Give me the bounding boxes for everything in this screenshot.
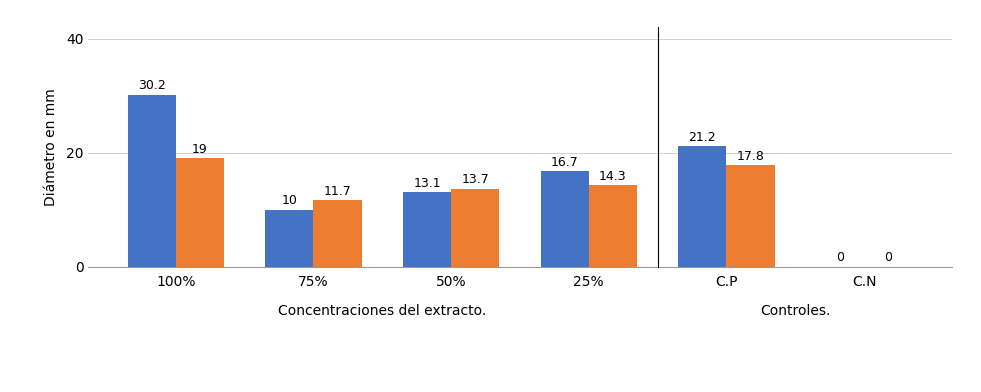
Text: 21.2: 21.2 xyxy=(689,131,716,143)
Text: 19: 19 xyxy=(192,143,208,156)
Bar xyxy=(128,94,176,267)
Text: 13.1: 13.1 xyxy=(413,177,440,190)
Bar xyxy=(589,185,637,267)
Text: 30.2: 30.2 xyxy=(137,79,166,93)
Y-axis label: Diámetro en mm: Diámetro en mm xyxy=(43,88,58,206)
Text: 17.8: 17.8 xyxy=(737,150,764,163)
Text: 13.7: 13.7 xyxy=(461,173,490,186)
Bar xyxy=(678,146,727,267)
Text: 14.3: 14.3 xyxy=(599,170,627,183)
Text: 11.7: 11.7 xyxy=(324,185,351,198)
Bar xyxy=(403,192,451,267)
Text: 0: 0 xyxy=(884,251,893,264)
Text: Controles.: Controles. xyxy=(760,303,831,318)
Text: 10: 10 xyxy=(282,194,297,207)
Bar xyxy=(541,171,589,267)
Text: 16.7: 16.7 xyxy=(550,156,579,169)
Bar xyxy=(451,189,499,267)
Bar xyxy=(727,165,775,267)
Bar xyxy=(176,158,224,267)
Text: Concentraciones del extracto.: Concentraciones del extracto. xyxy=(279,303,487,318)
Bar xyxy=(265,210,313,267)
Text: 0: 0 xyxy=(836,251,844,264)
Bar xyxy=(313,200,362,267)
